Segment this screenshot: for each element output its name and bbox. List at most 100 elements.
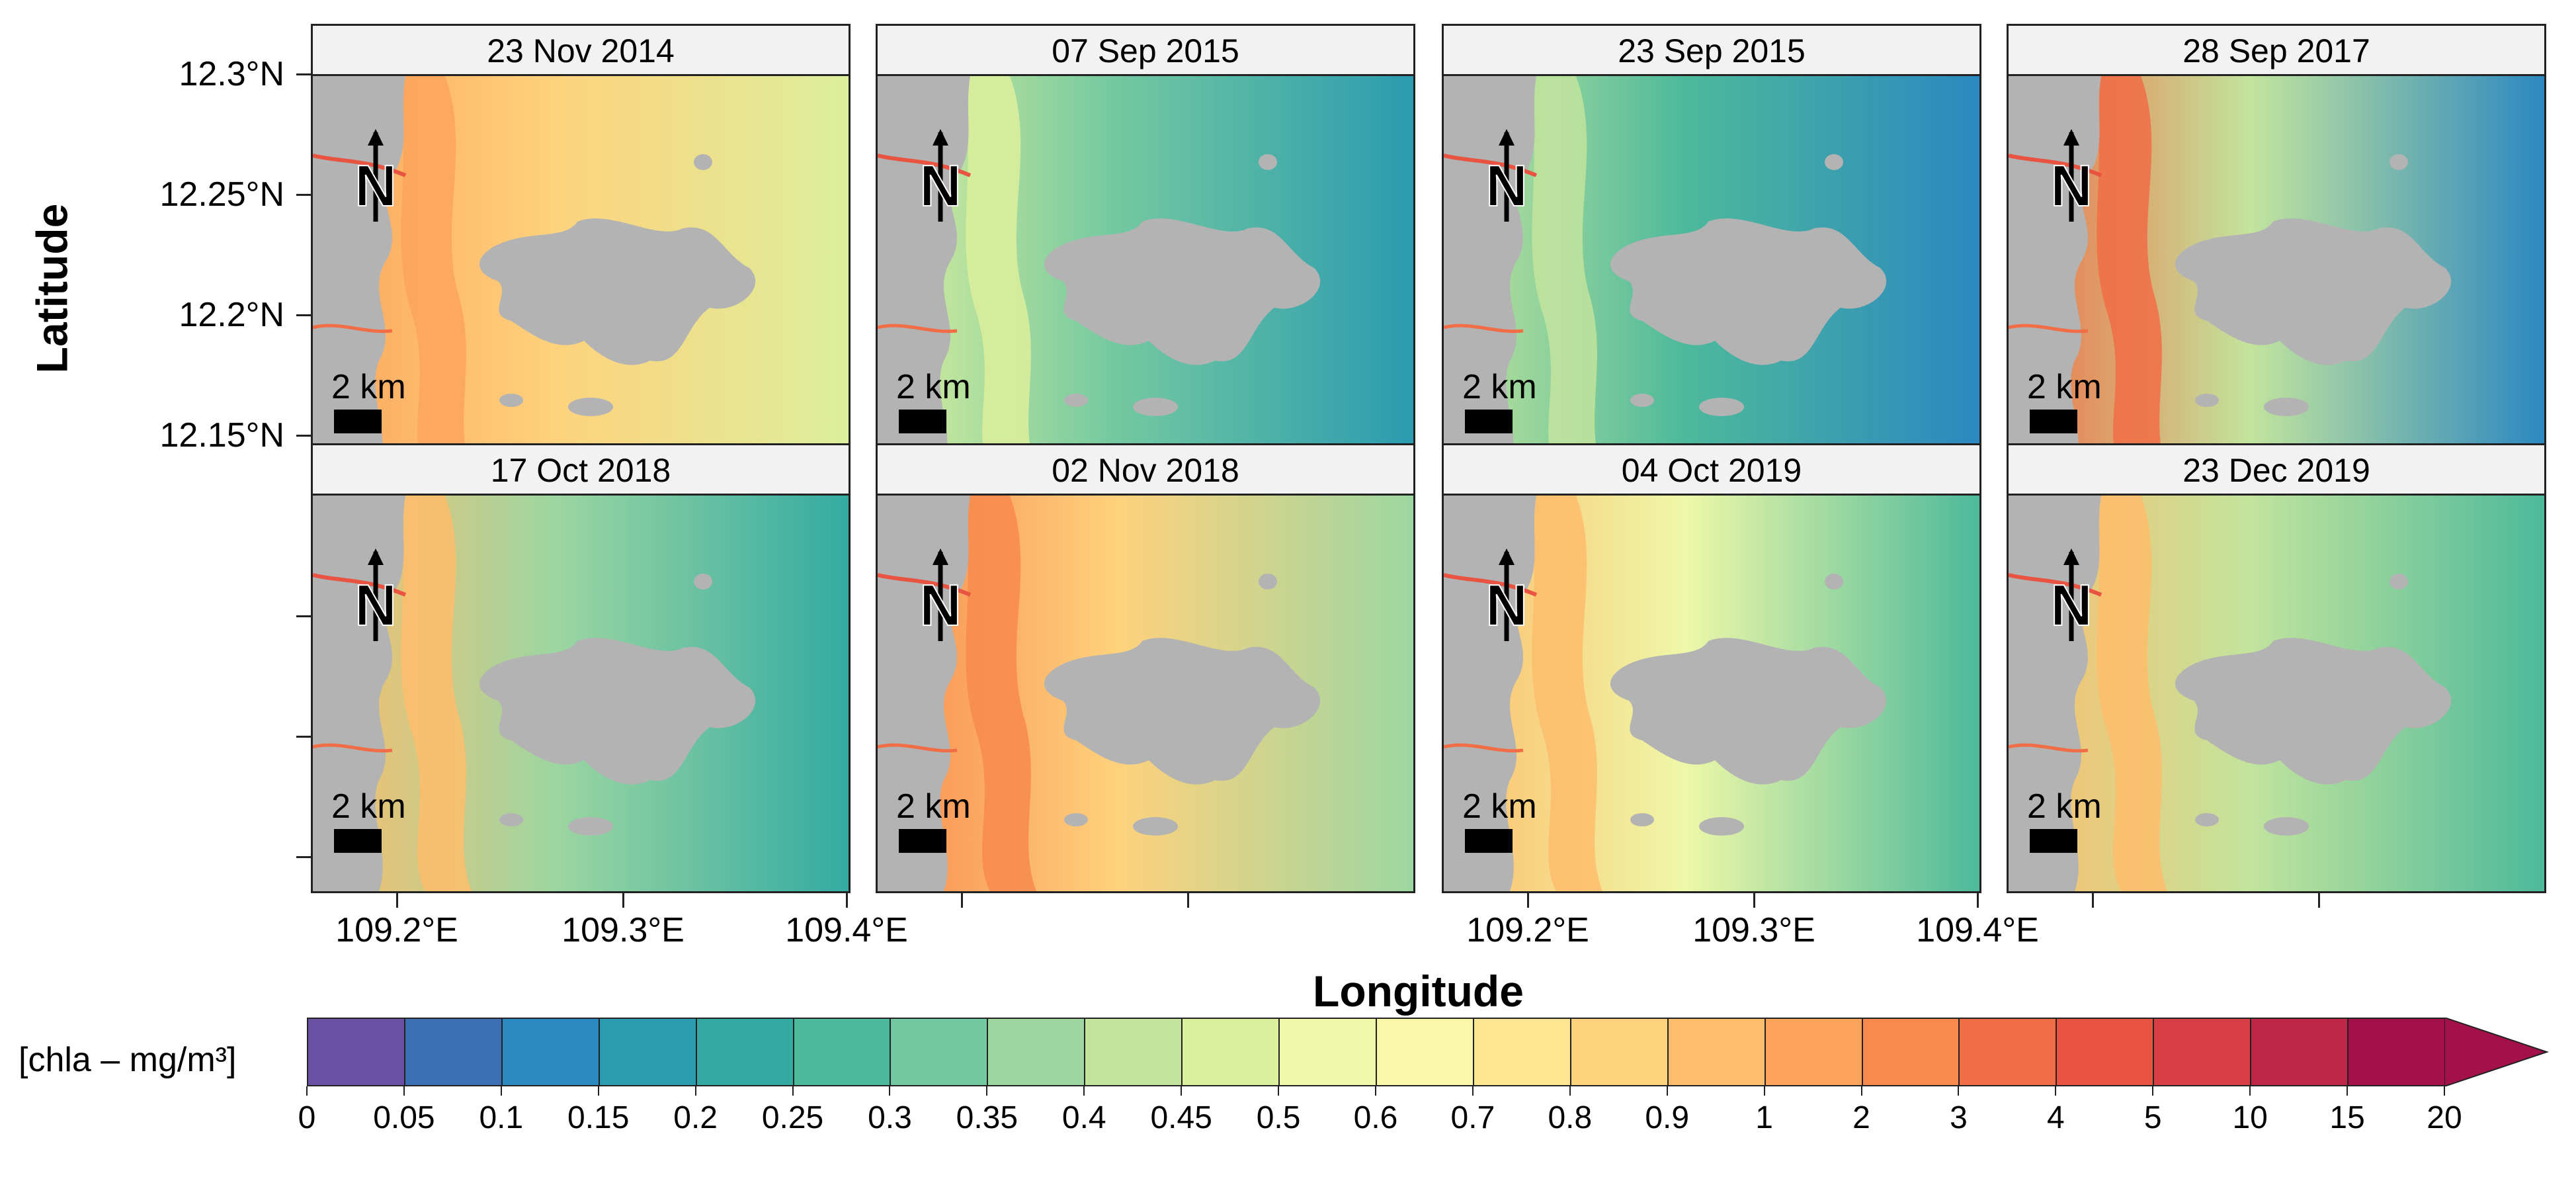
colorbar-label: 3 xyxy=(1950,1100,1968,1135)
lon-tick-label: 109.4°E xyxy=(1916,911,2039,949)
north-arrow-letter: N xyxy=(1485,572,1528,638)
lat-tick xyxy=(296,314,311,316)
island-land xyxy=(2175,638,2452,785)
map-panel: 28 Sep 2017 N 2 km xyxy=(2007,24,2546,474)
colorbar-swatch xyxy=(2056,1018,2155,1086)
colorbar-label: 0.15 xyxy=(567,1100,630,1135)
river-channel xyxy=(2009,743,2089,753)
scale-label: 2 km xyxy=(2027,787,2102,826)
colorbar-label: 0.2 xyxy=(673,1100,718,1135)
lat-tick-label: 12.3°N xyxy=(179,55,284,93)
islet-land xyxy=(1630,813,1654,826)
colorbar-tick xyxy=(1181,1086,1183,1096)
colorbar-swatch xyxy=(598,1018,697,1086)
colorbar-tick xyxy=(1375,1086,1376,1096)
colorbar-label: 1 xyxy=(1755,1100,1773,1135)
coastal-plume xyxy=(957,76,1036,472)
chla-map-svg: N xyxy=(313,496,849,891)
scale-bar xyxy=(2030,829,2077,853)
scale-bar xyxy=(2030,410,2077,433)
north-arrow-head xyxy=(2063,548,2079,565)
colorbar-tick xyxy=(403,1086,405,1096)
scale-bar xyxy=(899,829,946,853)
north-arrow-head xyxy=(933,548,948,565)
coastal-plume xyxy=(1523,76,1602,472)
lon-tick-label: 109.2°E xyxy=(335,911,458,949)
islet-land xyxy=(694,154,712,170)
river-channel xyxy=(2009,573,2102,597)
river-channel xyxy=(2009,153,2102,177)
mainland-land xyxy=(878,496,970,891)
lon-tick-label: 109.3°E xyxy=(1692,911,1815,949)
north-arrow-head xyxy=(1499,548,1515,565)
islet-land xyxy=(1133,398,1178,416)
colorbar-arrow xyxy=(2444,1018,2550,1086)
chla-map-svg: N xyxy=(1444,496,1979,891)
colorbar-label: 0.25 xyxy=(761,1100,824,1135)
river-channel xyxy=(313,573,407,597)
colorbar-tick xyxy=(1569,1086,1571,1096)
scale-bar xyxy=(1465,410,1513,433)
island-land xyxy=(2175,218,2452,365)
colorbar-tick xyxy=(1958,1086,1960,1096)
river-channel xyxy=(313,743,393,753)
panel-date-strip: 28 Sep 2017 xyxy=(2009,26,2544,76)
mainland-land xyxy=(878,76,970,472)
lon-tick-label: 109.4°E xyxy=(785,911,908,949)
colorbar-label: 0.05 xyxy=(373,1100,435,1135)
colorbar-tick xyxy=(2249,1086,2251,1096)
chla-map-svg: N xyxy=(313,76,849,472)
river-channel xyxy=(313,153,407,177)
panel-date-strip: 23 Nov 2014 xyxy=(313,26,849,76)
islet-land xyxy=(1825,574,1843,590)
colorbar-tick xyxy=(2444,1086,2445,1096)
lat-tick xyxy=(296,736,311,738)
scale-bar xyxy=(899,410,946,433)
scale-bar xyxy=(1465,829,1513,853)
river-channel xyxy=(878,324,958,333)
lat-tick xyxy=(296,194,311,196)
lat-tick-label: 12.2°N xyxy=(179,296,284,334)
colorbar-tick xyxy=(306,1086,308,1096)
colorbar-tick xyxy=(2055,1086,2057,1096)
lat-tick xyxy=(296,856,311,858)
river-channel xyxy=(1444,743,1524,753)
chla-map: N 2 km xyxy=(313,496,849,891)
lon-tick xyxy=(1753,893,1755,908)
colorbar-label: 0.35 xyxy=(956,1100,1018,1135)
panel-date-strip: 23 Sep 2015 xyxy=(1444,26,1979,76)
lon-tick xyxy=(1187,893,1189,908)
lon-tick xyxy=(1527,893,1529,908)
lat-tick-label: 12.25°N xyxy=(159,175,284,214)
colorbar-swatch xyxy=(1376,1018,1474,1086)
colorbar-tick xyxy=(1763,1086,1765,1096)
island-land xyxy=(479,638,756,785)
islet-land xyxy=(499,394,523,407)
north-arrow-letter: N xyxy=(919,572,962,638)
north-arrow-head xyxy=(368,129,384,146)
colorbar-label: 4 xyxy=(2047,1100,2065,1135)
colorbar-swatch xyxy=(1569,1018,1669,1086)
north-arrow-head xyxy=(2063,129,2079,146)
islet-land xyxy=(1133,817,1178,836)
lon-tick-label: 109.2°E xyxy=(1466,911,1589,949)
mainland-land xyxy=(1444,496,1536,891)
coastal-plume xyxy=(1523,496,1602,891)
colorbar-label: 5 xyxy=(2143,1100,2162,1135)
colorbar-tick xyxy=(1278,1086,1280,1096)
scale-label: 2 km xyxy=(331,368,406,406)
lon-tick xyxy=(1977,893,1979,908)
islet-land xyxy=(2264,817,2309,836)
colorbar-swatch xyxy=(2347,1018,2446,1086)
river-channel xyxy=(878,573,972,597)
colorbar-swatch xyxy=(1181,1018,1280,1086)
colorbar-swatch xyxy=(403,1018,503,1086)
colorbar-tick xyxy=(1860,1086,1862,1096)
colorbar-swatch xyxy=(1472,1018,1571,1086)
chla-map-svg: N xyxy=(878,496,1413,891)
colorbar-label: 0.1 xyxy=(479,1100,524,1135)
river-channel xyxy=(878,153,972,177)
colorbar-label: 0.45 xyxy=(1150,1100,1212,1135)
colorbar-swatch xyxy=(2250,1018,2349,1086)
